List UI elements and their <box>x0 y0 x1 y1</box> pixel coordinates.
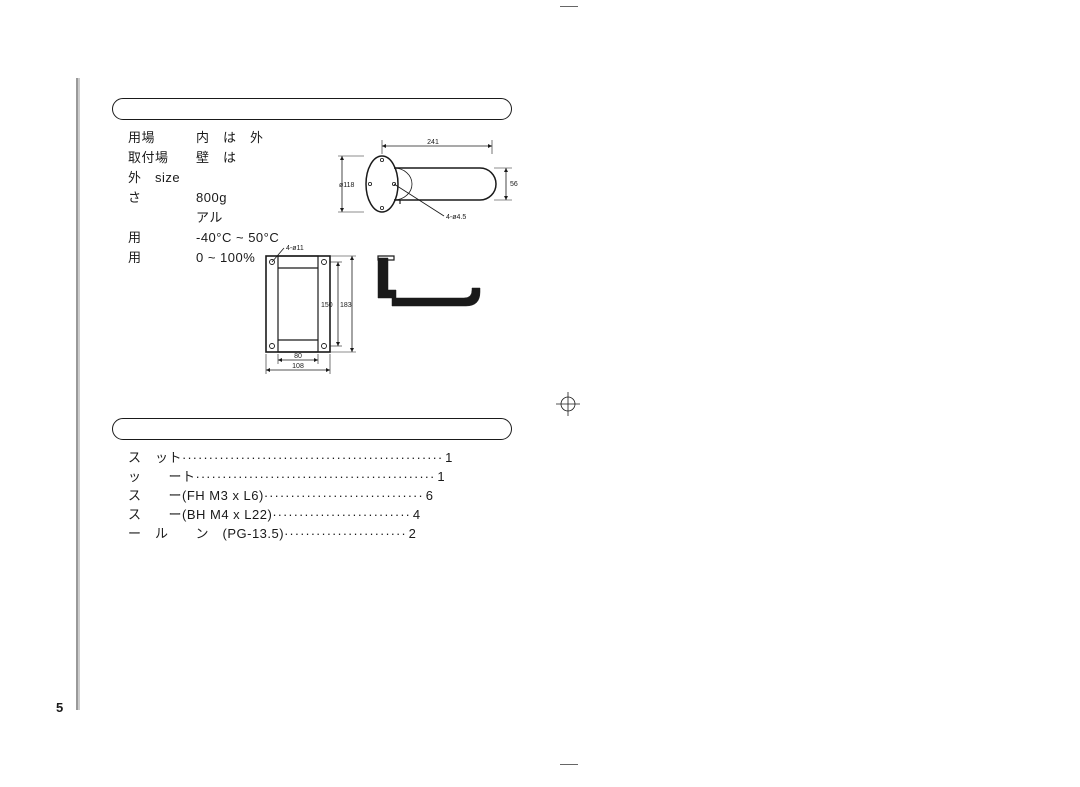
spec-row: 用 0 ~ 100% <box>128 248 279 268</box>
spec-value: 800g <box>196 188 227 208</box>
dot-leader: ······························ <box>264 486 424 505</box>
spec-value: アル <box>196 208 223 228</box>
dim-outer-w: 108 <box>292 363 304 370</box>
spec-row: さ 800g <box>128 188 279 208</box>
spec-row: 用場 内 は 外 <box>128 128 279 148</box>
spec-table: 用場 内 は 外 取付場 壁 は 外 size さ 800g アル 用 -40°… <box>128 128 279 268</box>
dim-hole-note: 4-ø11 <box>286 245 304 252</box>
parts-row: ス ー(BH M4 x L22) ·······················… <box>128 505 453 524</box>
parts-qty: 2 <box>407 524 417 543</box>
spec-row: アル <box>128 208 279 228</box>
parts-name: ス ー(FH M3 x L6) <box>128 486 264 505</box>
dim-outer-h: 183 <box>340 302 352 309</box>
parts-qty: 4 <box>411 505 421 524</box>
crop-tick-bottom <box>560 764 578 765</box>
dim-tube-h: 56 <box>510 181 518 188</box>
dot-leader: ·························· <box>272 505 411 524</box>
parts-list: ス ット ···································… <box>128 448 453 543</box>
dot-leader: ······················· <box>284 524 407 543</box>
parts-qty: 6 <box>424 486 434 505</box>
spec-label: 用 <box>128 228 196 248</box>
spec-label: 取付場 <box>128 148 196 168</box>
parts-qty: 1 <box>435 467 445 486</box>
parts-row: ッ ート ···································… <box>128 467 453 486</box>
parts-row: ス ー(FH M3 x L6) ························… <box>128 486 453 505</box>
spec-label <box>128 208 196 228</box>
dim-flange-dia: ø118 <box>339 182 355 189</box>
spec-value: 内 は 外 <box>196 128 264 148</box>
spec-label: 用場 <box>128 128 196 148</box>
spec-row: 外 size <box>128 168 279 188</box>
spec-label: 用 <box>128 248 196 268</box>
spec-label: 外 size <box>128 168 196 188</box>
dot-leader: ········································… <box>196 467 436 486</box>
section-header-specs <box>112 98 512 120</box>
spec-value: 壁 は <box>196 148 237 168</box>
manual-page: 用場 内 は 外 取付場 壁 は 外 size さ 800g アル 用 -40°… <box>0 0 1080 787</box>
dim-inner-h: 150 <box>321 302 333 309</box>
spec-label: さ <box>128 188 196 208</box>
plan-view-diagram: 4-ø11 150 183 80 108 <box>258 244 492 374</box>
parts-qty: 1 <box>443 448 453 467</box>
section-header-parts <box>112 418 512 440</box>
parts-name: ス ット <box>128 448 182 467</box>
dim-width-top: 241 <box>427 139 439 146</box>
parts-row: ー ル ン (PG-13.5) ······················· … <box>128 524 453 543</box>
spec-row: 用 -40°C ~ 50°C <box>128 228 279 248</box>
dot-leader: ········································… <box>182 448 443 467</box>
front-elevation-diagram: 241 ø118 56 <box>336 138 526 228</box>
dim-inner-w: 80 <box>294 353 302 360</box>
registration-mark-icon <box>556 392 580 416</box>
parts-row: ス ット ···································… <box>128 448 453 467</box>
dim-mount-holes: 4-ø4.5 <box>446 214 466 221</box>
crop-tick-top <box>560 6 578 7</box>
parts-name: ー ル ン (PG-13.5) <box>128 524 284 543</box>
parts-name: ス ー(BH M4 x L22) <box>128 505 272 524</box>
spec-row: 取付場 壁 は <box>128 148 279 168</box>
page-number: 5 <box>56 700 63 715</box>
binding-margin-bar <box>76 78 80 710</box>
spec-value: 0 ~ 100% <box>196 248 255 268</box>
parts-name: ッ ート <box>128 467 196 486</box>
